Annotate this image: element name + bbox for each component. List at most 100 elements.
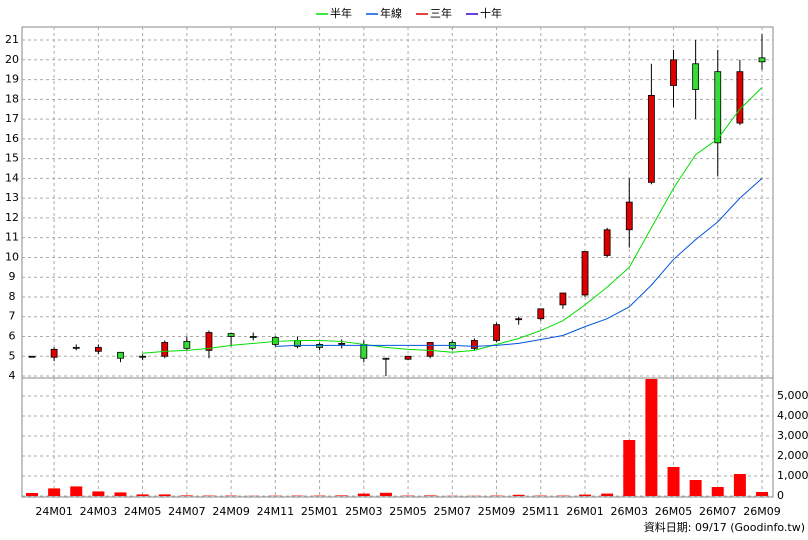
candle-body [28, 355, 36, 358]
candle-body [493, 324, 500, 341]
x-tick-label: 26M01 [566, 505, 604, 518]
volume-bar [158, 494, 171, 496]
y-tick-label: 20 [5, 53, 19, 66]
volume-bar [335, 495, 348, 496]
candle-body [205, 332, 213, 351]
x-tick-label: 26M07 [699, 505, 737, 518]
candle-body [50, 348, 58, 358]
legend-label: 年線 [380, 6, 402, 20]
y2-tick-label: 4,000 [777, 409, 808, 422]
volume-bar [623, 440, 636, 496]
volume-frame [21, 377, 774, 498]
candle-body [670, 59, 677, 86]
ma-line [275, 178, 763, 347]
x-tick-label: 25M11 [522, 505, 560, 518]
candle-body [227, 333, 235, 337]
candle-body [736, 71, 744, 124]
volume-bar [136, 494, 149, 496]
candle-body [471, 340, 478, 349]
x-tick-label: 24M05 [124, 505, 162, 518]
x-tick-label: 26M05 [655, 505, 693, 518]
legend-label: 半年 [330, 6, 352, 20]
x-tick-label: 25M03 [345, 505, 383, 518]
volume-bar [645, 379, 658, 496]
candle-body [117, 351, 124, 359]
x-tick-label: 25M01 [301, 505, 339, 518]
volume-bar [357, 493, 370, 496]
volume-bar [424, 495, 437, 496]
candle-body [139, 355, 147, 358]
y-tick-label: 8 [9, 290, 16, 303]
y2-tick-label: 0 [777, 489, 784, 502]
x-tick-label: 24M11 [257, 505, 295, 518]
candle-body [161, 342, 169, 357]
y-tick-label: 16 [5, 132, 19, 145]
candle-body [581, 251, 589, 296]
x-tick-label: 24M07 [168, 505, 206, 518]
x-tick-label: 24M09 [212, 505, 250, 518]
y-tick-label: 11 [5, 231, 19, 244]
candle-body [559, 292, 567, 306]
volume-bar [92, 491, 105, 496]
y2-tick-label: 2,000 [777, 449, 808, 462]
y-tick-label: 10 [5, 250, 19, 263]
volume-bar [733, 474, 746, 496]
x-tick-label: 26M03 [611, 505, 649, 518]
x-tick-label: 25M05 [389, 505, 427, 518]
y-tick-label: 14 [5, 171, 19, 184]
candle-body [360, 344, 368, 359]
y-tick-label: 19 [5, 73, 19, 86]
candle-body [183, 341, 191, 349]
y-tick-label: 21 [5, 33, 19, 46]
y-tick-label: 9 [9, 270, 16, 283]
y-tick-label: 13 [5, 191, 19, 204]
legend-label: 十年 [480, 6, 502, 20]
y-tick-label: 17 [5, 112, 19, 125]
candle-body [537, 308, 545, 320]
volume-bar [579, 494, 592, 496]
candle-body [72, 346, 80, 349]
legend-label: 三年 [430, 6, 452, 20]
candle-body [603, 229, 611, 256]
volume-bar [512, 494, 525, 496]
candle-body [692, 63, 700, 90]
y-tick-label: 5 [9, 349, 16, 362]
x-tick-label: 25M09 [478, 505, 516, 518]
y-tick-label: 7 [9, 310, 16, 323]
y-tick-label: 4 [9, 369, 16, 382]
y2-tick-label: 3,000 [777, 429, 808, 442]
y-tick-label: 6 [9, 329, 16, 342]
candle-body [382, 357, 390, 360]
candle-body [249, 336, 257, 338]
candle-body [758, 57, 766, 63]
candle-body [404, 355, 412, 360]
y-tick-label: 12 [5, 211, 19, 224]
candle-body [338, 343, 346, 345]
candle-body [714, 71, 722, 144]
source-note: 資料日期: 09/17 (Goodinfo.tw) [644, 520, 805, 534]
x-tick-label: 24M01 [35, 505, 73, 518]
volume-bar [180, 495, 193, 496]
y2-tick-label: 5,000 [777, 389, 808, 402]
volume-bar [70, 486, 83, 496]
volume-bar [379, 492, 392, 496]
volume-bar [711, 487, 724, 496]
x-tick-label: 25M07 [434, 505, 472, 518]
candle-body [647, 94, 655, 183]
volume-bar [756, 492, 768, 496]
y-tick-label: 18 [5, 92, 19, 105]
volume-bar [667, 467, 680, 496]
x-tick-label: 26M09 [743, 505, 781, 518]
candle-body [94, 346, 102, 352]
candle-body [515, 318, 523, 321]
volume-bar [48, 488, 61, 496]
y2-tick-label: 1,000 [777, 469, 808, 482]
y-tick-label: 15 [5, 152, 19, 165]
candle-body [426, 342, 434, 357]
x-tick-label: 24M03 [80, 505, 118, 518]
volume-bar [601, 493, 614, 496]
ma-line [142, 87, 763, 354]
volume-bar [114, 492, 127, 496]
